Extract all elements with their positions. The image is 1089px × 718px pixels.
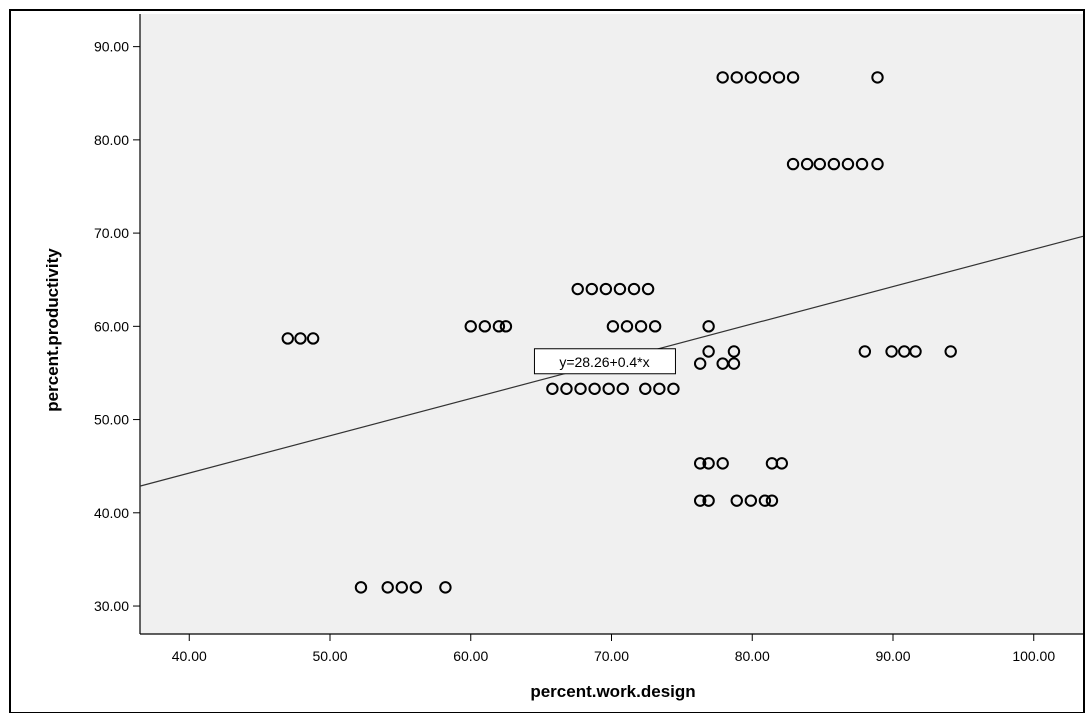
data-point — [546, 382, 559, 395]
data-point — [464, 320, 477, 333]
data-point — [813, 157, 827, 171]
y-tick-label: 80.00 — [94, 132, 129, 148]
data-point — [571, 282, 584, 296]
data-point — [786, 157, 800, 171]
data-point — [909, 345, 922, 358]
data-point — [871, 157, 884, 171]
equation-label: y=28.26+0.4*x — [559, 354, 649, 370]
data-point — [702, 320, 715, 333]
y-tick-label: 50.00 — [94, 412, 129, 428]
equation-box — [533, 348, 676, 375]
data-point — [641, 282, 655, 296]
data-point — [606, 320, 620, 333]
data-point — [627, 282, 641, 296]
data-point — [772, 71, 786, 84]
data-point — [281, 332, 294, 345]
y-tick-label: 30.00 — [94, 598, 129, 614]
y-tick-label: 60.00 — [94, 318, 129, 334]
data-point — [727, 345, 741, 358]
y-tick-label: 90.00 — [94, 39, 129, 55]
x-tick-label: 70.00 — [594, 648, 629, 664]
data-point — [702, 457, 715, 470]
data-point — [354, 581, 368, 594]
data-point — [716, 457, 729, 470]
data-point — [613, 282, 627, 296]
x-tick-label: 80.00 — [735, 648, 770, 664]
data-point — [492, 320, 506, 333]
data-point — [648, 320, 662, 333]
data-point — [599, 282, 613, 296]
data-point — [693, 457, 707, 470]
data-point — [639, 382, 652, 395]
data-point — [758, 494, 772, 507]
data-point — [634, 320, 648, 333]
data-point — [574, 382, 587, 395]
data-point — [744, 494, 758, 507]
data-point — [306, 332, 320, 345]
data-point — [667, 382, 680, 395]
data-point — [841, 157, 855, 171]
data-point — [758, 71, 772, 84]
data-point — [827, 157, 841, 171]
data-point — [786, 71, 800, 84]
data-point — [885, 345, 898, 358]
data-point — [409, 581, 423, 594]
data-point — [702, 345, 715, 358]
y-tick-label: 70.00 — [94, 225, 129, 241]
data-point — [800, 157, 814, 171]
data-point — [727, 357, 741, 370]
data-point — [716, 71, 729, 84]
data-point — [478, 320, 492, 333]
data-point — [294, 332, 307, 345]
x-tick-label: 90.00 — [875, 648, 910, 664]
data-point — [560, 382, 573, 395]
data-point — [602, 382, 615, 395]
data-point — [944, 345, 957, 358]
data-point — [765, 494, 779, 507]
y-tick-label: 40.00 — [94, 505, 129, 521]
data-point — [499, 320, 513, 333]
data-point — [395, 581, 408, 594]
y-axis-title: percent.productivity — [43, 248, 62, 412]
data-point — [693, 357, 707, 370]
data-point — [730, 71, 743, 84]
data-point — [858, 345, 872, 358]
data-point — [693, 494, 707, 507]
x-tick-label: 40.00 — [172, 648, 207, 664]
data-point — [439, 581, 452, 594]
data-point — [381, 581, 394, 594]
plot-area — [140, 14, 1083, 634]
data-point — [616, 382, 629, 395]
data-point — [588, 382, 601, 395]
data-point — [775, 457, 789, 470]
data-point — [730, 494, 743, 507]
x-tick-label: 100.00 — [1012, 648, 1055, 664]
data-point — [744, 71, 758, 84]
data-point — [620, 320, 634, 333]
plot-layer: 40.00 50.00 60.00 70.00 80.00 90.00 100.00 30.0… — [94, 14, 1084, 664]
data-point — [871, 71, 884, 84]
data-point — [653, 382, 666, 395]
data-point — [855, 157, 869, 171]
x-tick-label: 50.00 — [312, 648, 347, 664]
data-point — [585, 282, 598, 296]
x-tick-label: 60.00 — [453, 648, 488, 664]
data-point — [702, 494, 715, 507]
x-axis-title: percent.work.design — [530, 682, 695, 701]
